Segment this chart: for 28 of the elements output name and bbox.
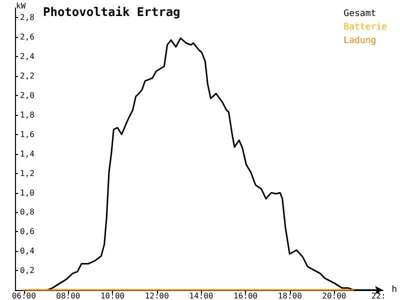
y-tick-label: 2,6	[20, 32, 35, 42]
y-tick-label: 1,0	[20, 188, 35, 198]
x-axis-title: h	[392, 285, 398, 295]
y-tick-label: 0,6	[20, 227, 35, 236]
x-tick-label: 10:00	[100, 292, 125, 300]
x-tick-label: 08:00	[56, 292, 80, 300]
x-tick-label: 12:00	[144, 292, 170, 300]
y-tick-label: 2,8	[20, 13, 35, 22]
y-tick-label: 2,0	[20, 91, 35, 100]
y-tick-label: 2,4	[20, 52, 35, 62]
y-tick-label: 1,6	[20, 130, 35, 139]
x-tick-label: 14:00	[189, 292, 214, 300]
y-tick-label: 0,2	[20, 266, 35, 276]
y-tick-label: 0,8	[20, 208, 35, 217]
x-tick-label: 18:00	[278, 292, 302, 300]
x-tick-label: 16:00	[233, 292, 258, 300]
y-tick-label: 1,4	[20, 149, 35, 158]
x-tick-label: 20:00	[322, 292, 346, 300]
text: Gesamt	[344, 9, 376, 19]
legend-label: Batterie	[344, 22, 388, 32]
x-tick-label: 06:00	[12, 292, 36, 300]
text: Ladung	[344, 36, 376, 46]
y-tick-label: 0,4	[20, 246, 35, 256]
y-axis-title: kW	[16, 2, 26, 10]
y-tick-label: 1,2	[20, 168, 35, 178]
y-tick-label: 2,2	[20, 72, 35, 81]
y-tick-label: 1,8	[20, 110, 35, 120]
chart-title: Photovoltaik Ertrag	[43, 5, 180, 19]
